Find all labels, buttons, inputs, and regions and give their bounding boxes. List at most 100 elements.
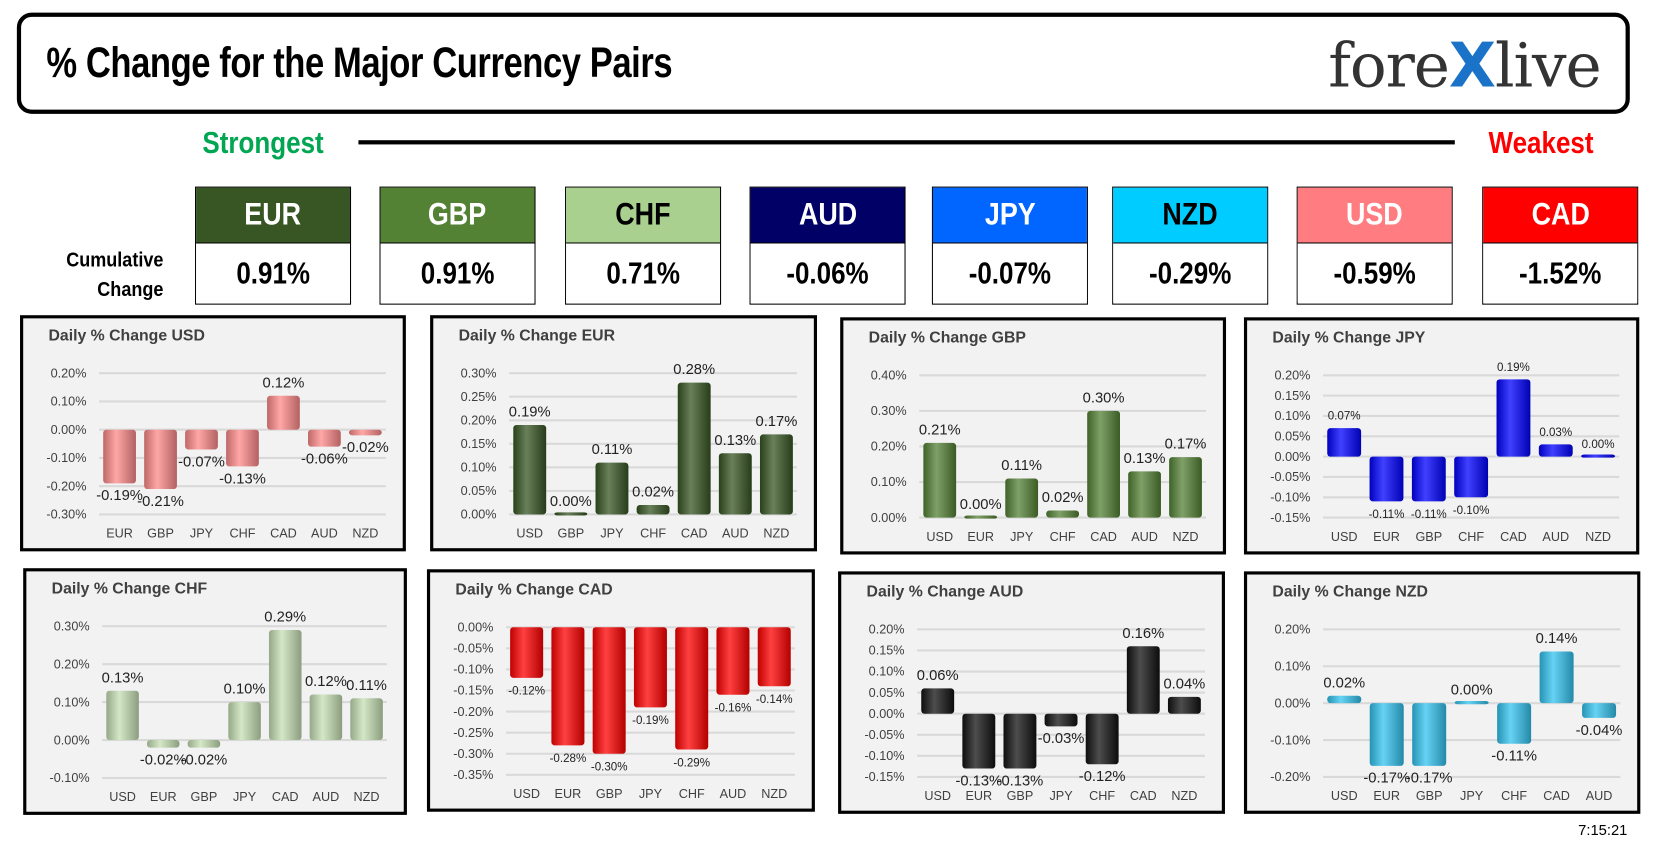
y-tick-label: 0.10%: [871, 475, 907, 489]
forexlive-logo: foreXlive: [1328, 29, 1601, 102]
y-tick-label: 0.25%: [461, 390, 497, 404]
data-label: -0.06%: [301, 452, 348, 468]
data-label: 0.28%: [673, 362, 715, 378]
x-tick-label: CHF: [1050, 530, 1076, 544]
chart-aud: Daily % Change AUD -0.15% -0.10% -0.05% 0.00…: [838, 571, 1225, 814]
x-tick-label: USD: [926, 530, 953, 544]
data-label: 0.00%: [1582, 439, 1615, 451]
y-tick-label: 0.20%: [461, 413, 497, 427]
data-label: 0.00%: [960, 497, 1002, 513]
data-label: 0.03%: [1539, 427, 1572, 439]
x-tick-label: EUR: [1373, 530, 1400, 544]
data-label: -0.13%: [219, 471, 266, 487]
x-tick-label: CHF: [229, 527, 255, 541]
cumulative-value: -0.07%: [932, 243, 1087, 303]
currency-card-chf: CHF 0.71%: [565, 186, 722, 305]
strength-scale-line: [358, 140, 1455, 145]
data-label: -0.11%: [1491, 749, 1537, 765]
chart-nzd: Daily % Change NZD -0.20% -0.10% 0.00% 0.10%…: [1243, 571, 1641, 814]
y-tick-label: -0.15%: [864, 770, 904, 784]
bar-usd: [510, 627, 544, 678]
data-label: -0.29%: [673, 757, 710, 769]
y-tick-label: -0.10%: [1270, 490, 1310, 504]
data-label: 0.17%: [1165, 437, 1207, 453]
data-label: 0.16%: [1122, 626, 1164, 642]
x-tick-label: NZD: [761, 787, 787, 801]
x-tick-label: JPY: [1049, 789, 1073, 803]
y-tick-label: -0.10%: [46, 451, 86, 465]
y-tick-label: 0.10%: [1275, 659, 1311, 673]
currency-code: CHF: [615, 197, 671, 232]
y-tick-label: 0.20%: [54, 657, 90, 671]
x-tick-label: USD: [924, 789, 951, 803]
y-tick-label: 0.30%: [54, 619, 90, 633]
y-tick-label: 0.30%: [461, 366, 497, 380]
bar-nzd: [1169, 457, 1202, 518]
bar-eur: [964, 515, 998, 519]
y-tick-label: 0.20%: [1275, 369, 1311, 383]
currency-name: AUD: [750, 187, 905, 244]
bar-aud: [1582, 703, 1617, 718]
bar-eur: [1369, 456, 1404, 502]
bar-chf: [1454, 456, 1489, 498]
y-tick-label: 0.10%: [51, 395, 87, 409]
bar-gbp: [144, 429, 177, 490]
y-tick-label: -0.05%: [453, 642, 493, 656]
x-tick-label: AUD: [722, 527, 749, 541]
currency-code: JPY: [984, 197, 1036, 232]
currency-code: CAD: [1531, 197, 1590, 232]
x-tick-label: JPY: [600, 527, 624, 541]
chart-chf: Daily % Change CHF -0.10% 0.00% 0.10% 0.20% 0…: [23, 568, 407, 815]
y-tick-label: 0.00%: [1275, 450, 1311, 464]
x-tick-label: GBP: [191, 790, 218, 804]
currency-code: NZD: [1162, 197, 1218, 232]
bar-gbp: [187, 740, 221, 748]
bar-aud: [1128, 471, 1161, 518]
cumulative-label-line1: Cumulative: [66, 249, 164, 272]
y-tick-label: 0.05%: [869, 686, 905, 700]
currency-name: NZD: [1113, 187, 1268, 244]
bar-chart: 0.00% 0.05% 0.10% 0.15% 0.20% 0.25% 0.30% 0.19%…: [461, 362, 798, 541]
strongest-label: Strongest: [202, 126, 324, 161]
y-tick-label: 0.00%: [54, 733, 90, 747]
data-label: 0.11%: [1001, 458, 1042, 474]
chart-title: Daily % Change GBP: [868, 328, 1026, 347]
cumulative-value: -0.06%: [750, 243, 905, 303]
bar-aud: [718, 453, 752, 515]
y-tick-label: 0.10%: [54, 695, 90, 709]
bar-aud: [308, 429, 341, 447]
x-tick-label: NZD: [354, 790, 380, 804]
x-tick-label: EUR: [1373, 789, 1400, 803]
chart-usd: Daily % Change USD -0.30% -0.20% -0.10% 0.00…: [20, 315, 406, 552]
x-tick-label: CHF: [679, 787, 705, 801]
currency-card-nzd: NZD -0.29%: [1112, 186, 1269, 305]
x-tick-label: NZD: [352, 527, 378, 541]
bar-jpy: [1005, 478, 1039, 518]
cumulative-value-text: 0.91%: [236, 257, 310, 291]
data-label: -0.11%: [1411, 509, 1447, 521]
weakest-label: Weakest: [1488, 126, 1594, 161]
bar-eur: [551, 627, 585, 746]
bar-chf: [226, 429, 259, 467]
chart-title: Daily % Change EUR: [458, 326, 615, 345]
y-tick-label: 0.40%: [871, 369, 907, 383]
bar-gbp: [1411, 456, 1446, 502]
cumulative-value-text: 0.71%: [606, 257, 680, 291]
data-label: 0.29%: [264, 610, 306, 626]
bar-nzd: [757, 627, 791, 687]
currency-name: CHF: [566, 187, 721, 244]
x-tick-label: NZD: [1173, 530, 1199, 544]
title-box: % Change for the Major Currency Pairs fo…: [16, 12, 1630, 114]
cumulative-value: 0.71%: [566, 243, 721, 303]
bar-jpy: [228, 702, 261, 741]
y-tick-label: -0.15%: [453, 684, 493, 698]
bar-gbp: [554, 512, 588, 516]
currency-code: GBP: [428, 197, 487, 232]
bar-gbp: [1412, 703, 1447, 766]
bar-chart: -0.35% -0.30% -0.25% -0.20% -0.15% -0.10% -0.0…: [453, 620, 795, 801]
currency-card-gbp: GBP 0.91%: [379, 186, 536, 305]
currency-code: EUR: [244, 197, 302, 232]
x-tick-label: EUR: [106, 527, 133, 541]
data-label: -0.02%: [342, 440, 389, 456]
data-label: -0.03%: [1038, 731, 1085, 747]
